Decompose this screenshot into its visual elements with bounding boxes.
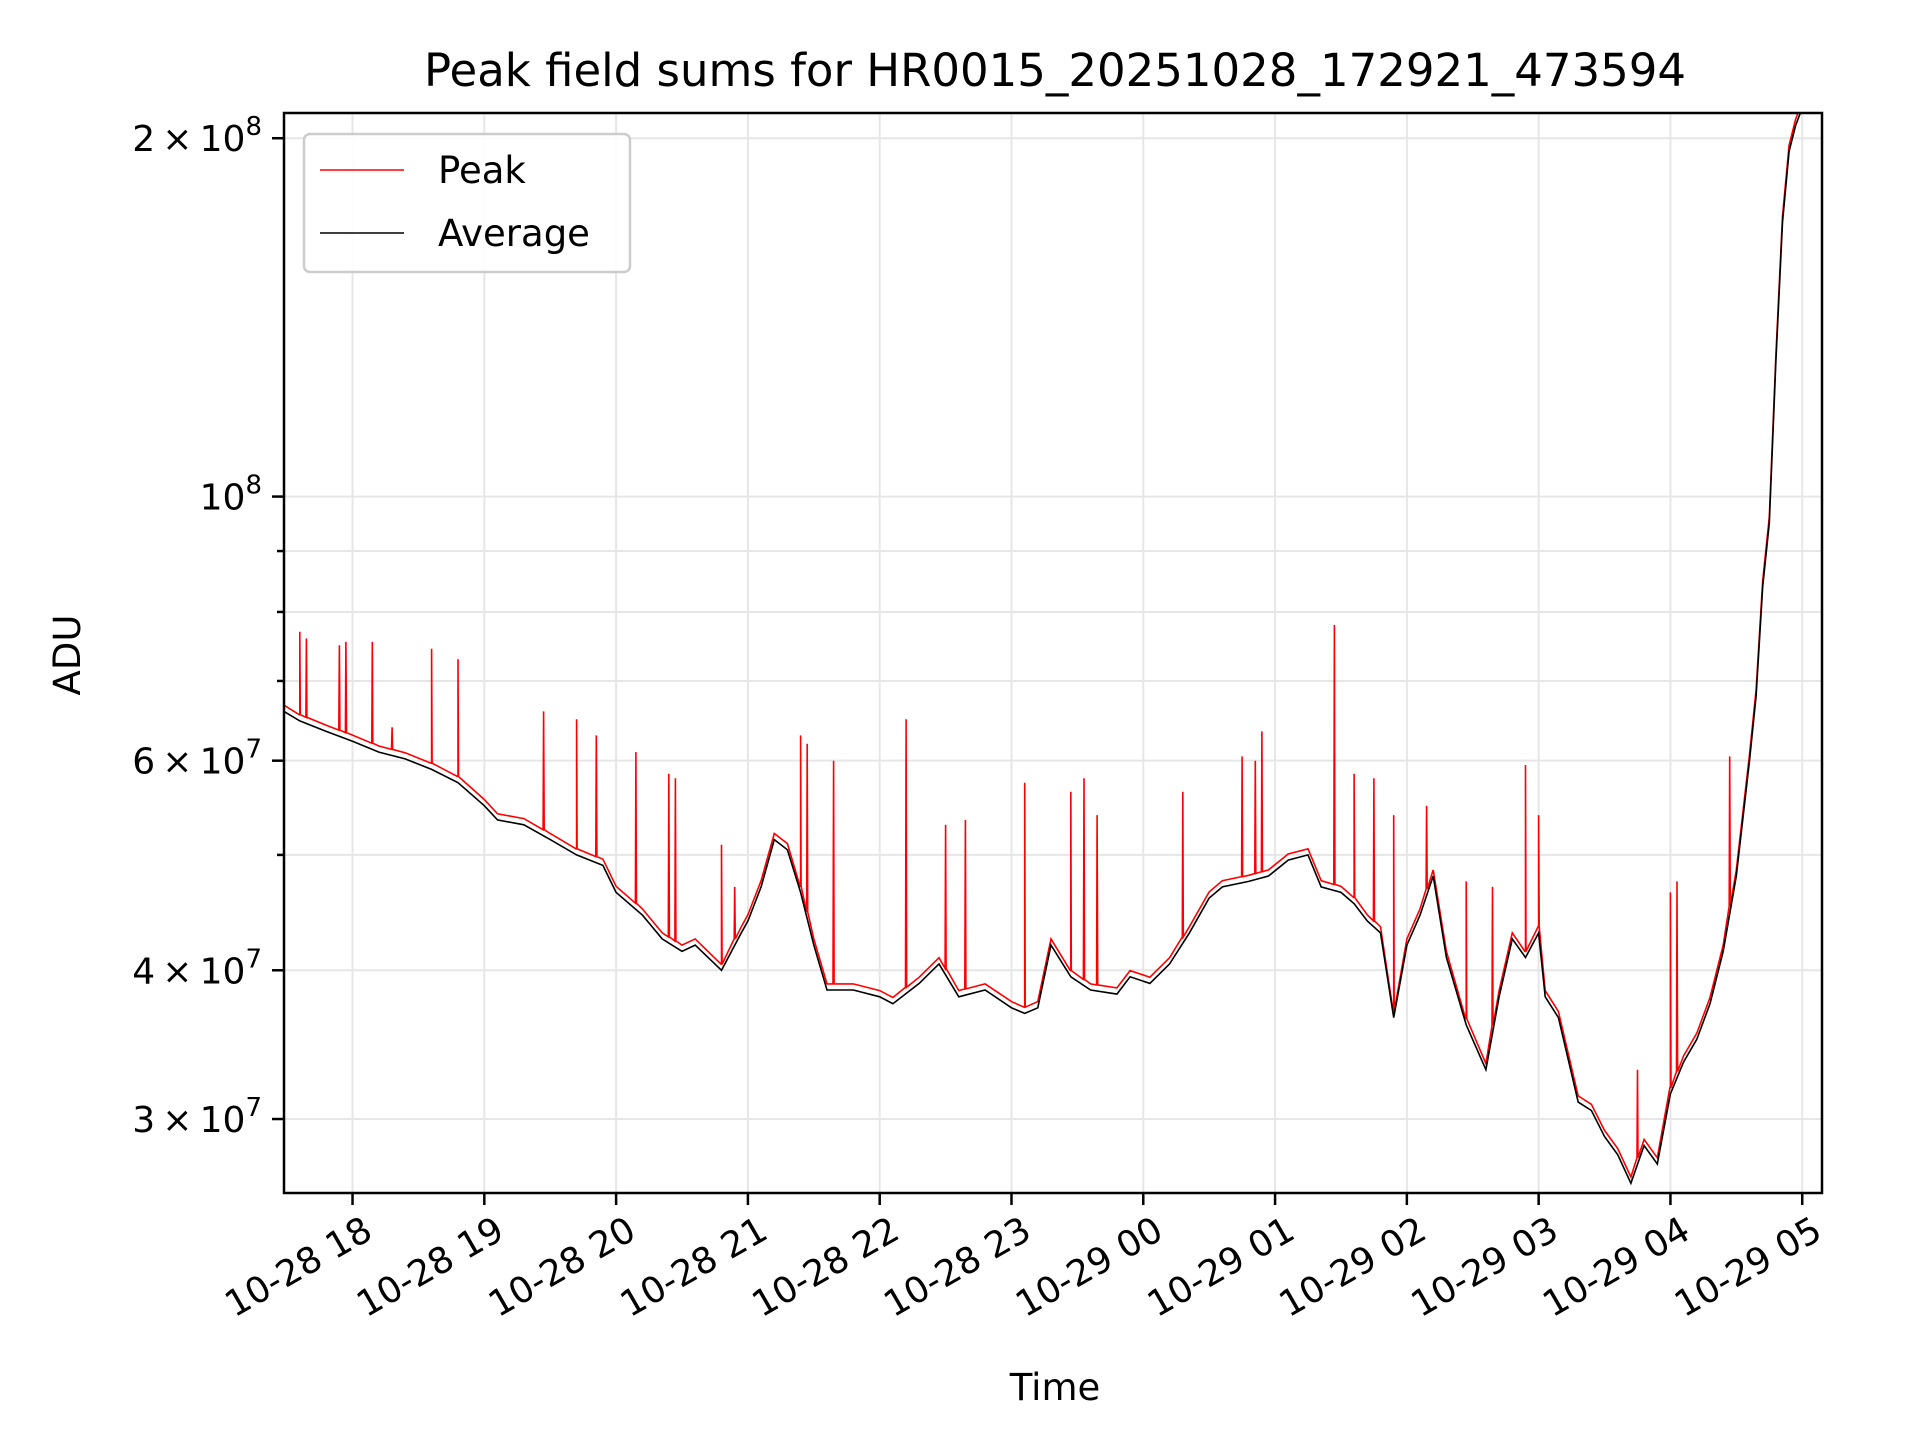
y-tick-label: 2 × 108 — [132, 112, 262, 160]
x-tick-label: 10-28 22 — [746, 1209, 907, 1325]
x-tick-label: 10-28 18 — [218, 1209, 379, 1325]
y-tick-label: 4 × 107 — [132, 944, 262, 992]
y-tick-label: 3 × 107 — [132, 1093, 262, 1141]
grid-layer — [284, 113, 1822, 1193]
x-tick-label: 10-28 21 — [614, 1209, 775, 1325]
x-tick-label: 10-29 01 — [1141, 1209, 1302, 1325]
x-tick-label: 10-28 20 — [482, 1209, 643, 1325]
series-layer — [284, 113, 1802, 1186]
x-tick-label: 10-28 19 — [350, 1209, 511, 1325]
legend-label-average: Average — [438, 212, 590, 255]
x-tick-label: 10-29 00 — [1009, 1209, 1170, 1325]
x-tick-label: 10-29 05 — [1668, 1209, 1829, 1325]
legend-label-peak: Peak — [438, 149, 526, 192]
series-line-peak — [284, 113, 1799, 1180]
y-tick-label: 6 × 107 — [132, 735, 262, 783]
series-line-average — [284, 113, 1802, 1186]
y-axis-label: ADU — [46, 615, 89, 696]
legend: Peak Average — [302, 132, 632, 274]
axes-frame — [282, 111, 1824, 1195]
x-tick-label: 10-29 04 — [1536, 1209, 1697, 1325]
y-tick-label: 108 — [200, 471, 262, 519]
x-tick-label: 10-29 02 — [1273, 1209, 1434, 1325]
x-tick-label: 10-29 03 — [1404, 1209, 1565, 1325]
legend-box — [302, 132, 632, 274]
chart-title: Peak field sums for HR0015_20251028_1729… — [424, 44, 1686, 97]
x-tick-label: 10-28 23 — [877, 1209, 1038, 1325]
x-axis-label: Time — [1009, 1366, 1101, 1409]
